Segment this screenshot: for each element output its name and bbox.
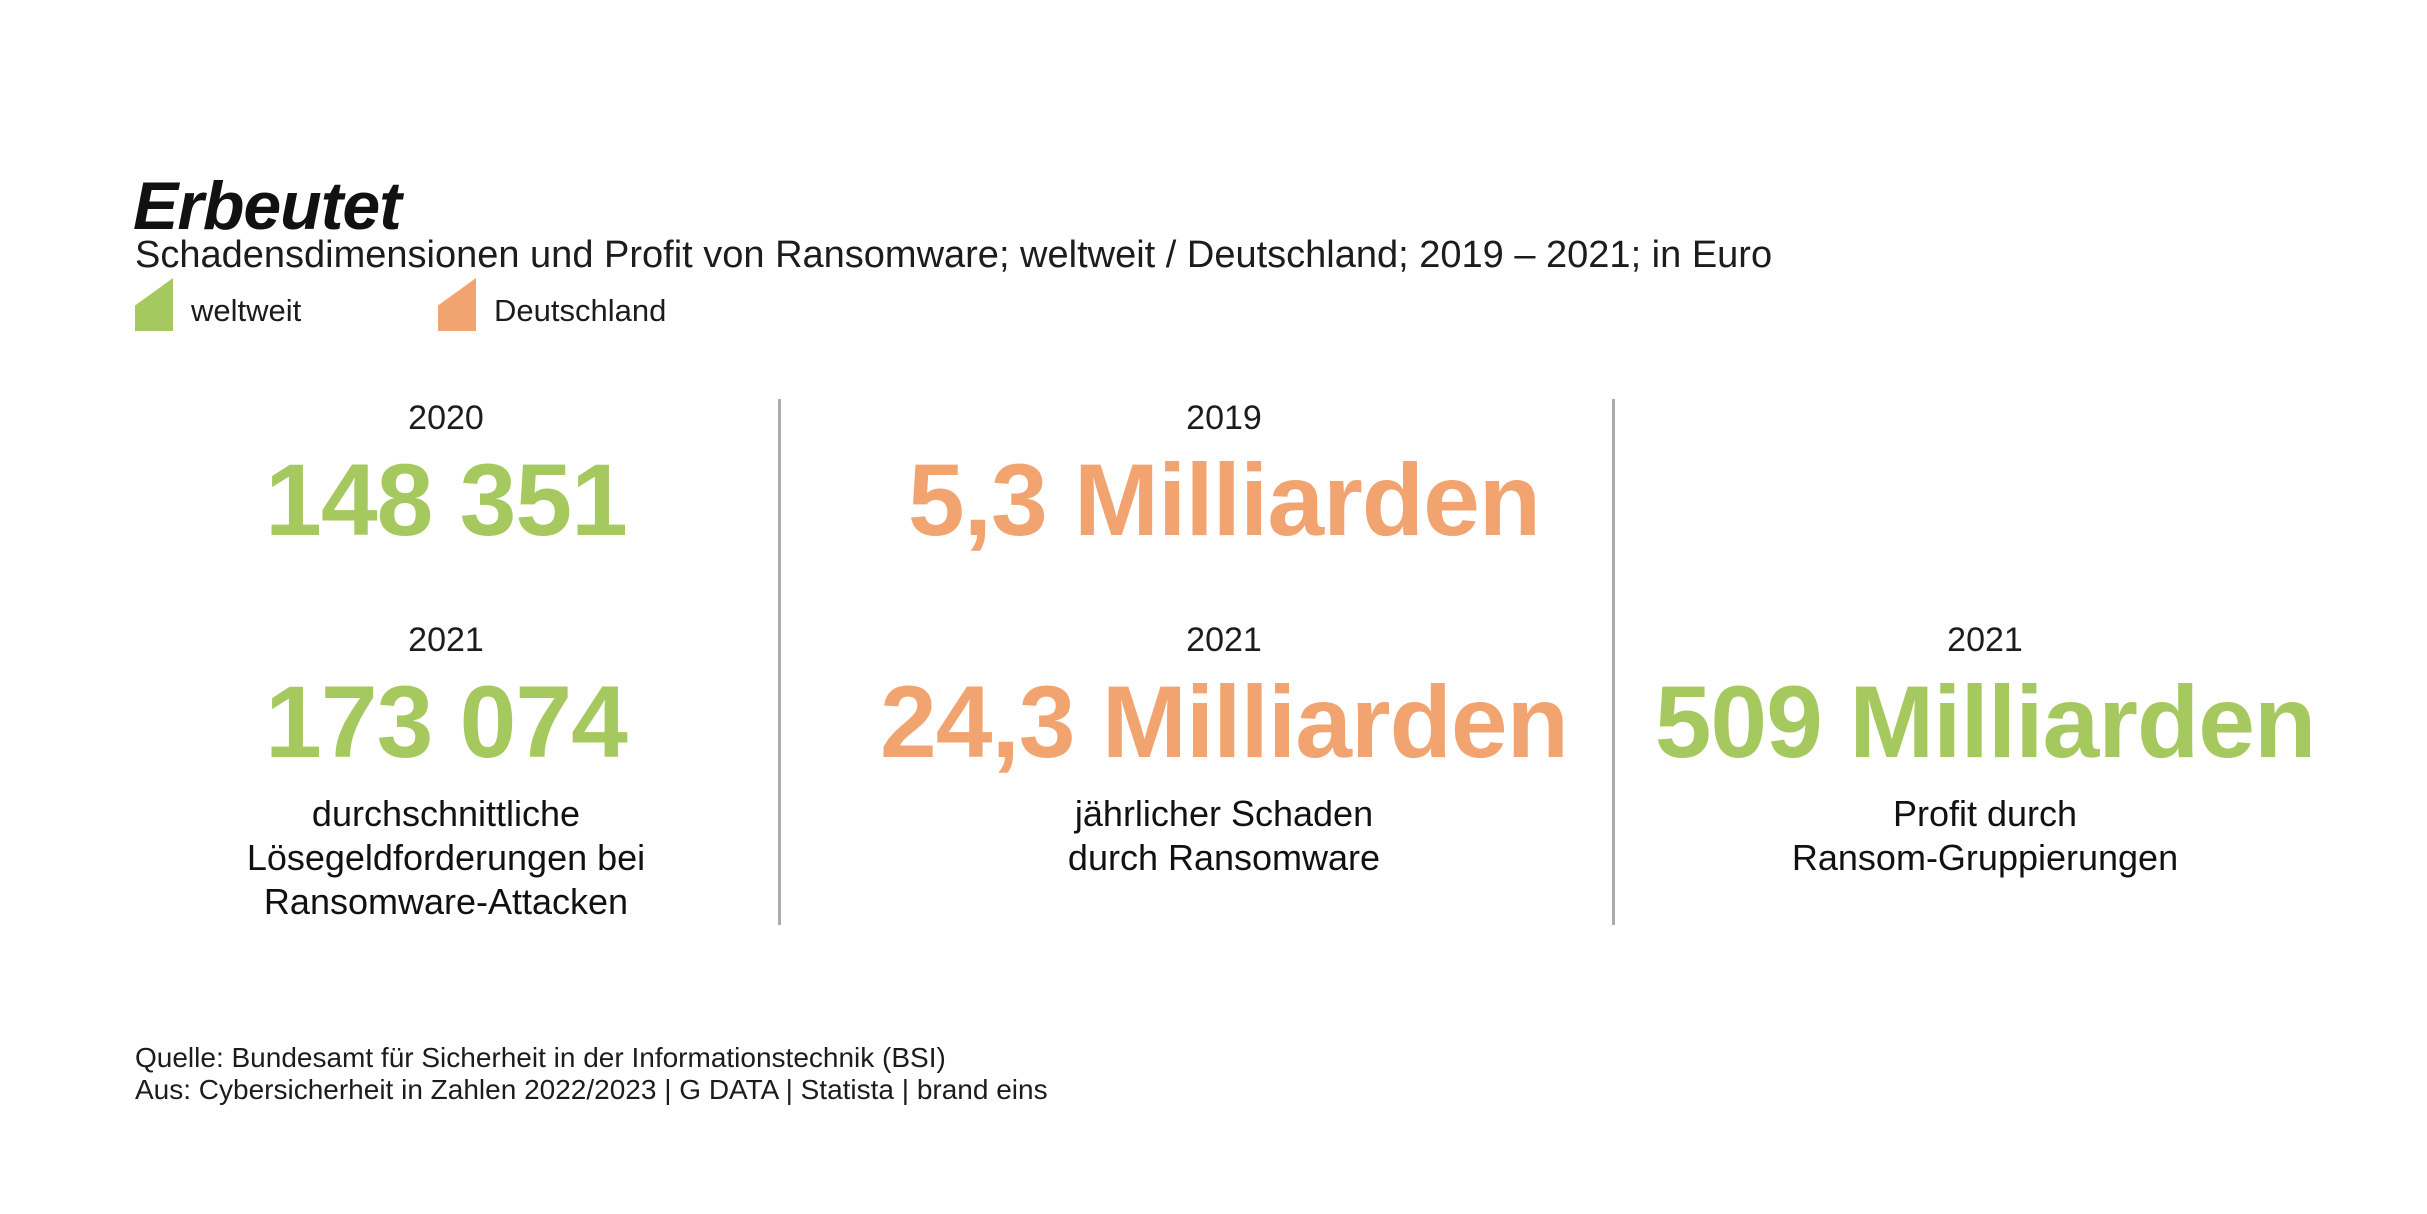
legend-item-deutschland: Deutschland <box>438 277 666 331</box>
column-divider-1 <box>778 399 781 925</box>
caption-yearly-damage: jährlicher Schaden durch Ransomware <box>844 792 1604 880</box>
stat-year-label: 2021 <box>1186 621 1262 659</box>
stat-year-label: 2019 <box>1186 399 1262 437</box>
caption-line: Ransomware-Attacken <box>263 881 629 922</box>
caption-line: Ransom-Gruppierungen <box>1791 837 2179 878</box>
deutschland-swatch-icon <box>438 278 476 331</box>
caption-line: jährlicher Schaden <box>1074 793 1374 834</box>
column-divider-2 <box>1612 399 1615 925</box>
caption-ransom-demands: durchschnittliche Lösegeldforderungen be… <box>66 792 826 924</box>
stat-value: 24,3 Milliarden <box>880 665 1569 779</box>
source-line-1: Quelle: Bundesamt für Sicherheit in der … <box>135 1042 946 1073</box>
weltweit-swatch-icon <box>135 278 173 331</box>
legend-label-deutschland: Deutschland <box>494 293 667 328</box>
stat-profit-2021: 2021 509 Milliarden <box>1605 621 2365 779</box>
stat-damage-2021: 2021 24,3 Milliarden <box>844 621 1604 779</box>
caption-line: durch Ransomware <box>1067 837 1381 878</box>
chart-title: Erbeutet <box>133 167 402 244</box>
stat-value: 148 351 <box>265 443 628 557</box>
stat-ransom-demand-2020: 2020 148 351 <box>66 399 826 557</box>
stat-value: 173 074 <box>265 665 628 779</box>
stat-damage-2019: 2019 5,3 Milliarden <box>844 399 1604 557</box>
legend-item-weltweit: weltweit <box>135 277 301 331</box>
source-note: Quelle: Bundesamt für Sicherheit in der … <box>135 1042 1048 1106</box>
source-line-2: Aus: Cybersicherheit in Zahlen 2022/2023… <box>135 1074 1048 1105</box>
stat-ransom-demand-2021: 2021 173 074 <box>66 621 826 779</box>
stat-year-label: 2021 <box>1947 621 2023 659</box>
stat-year-label: 2020 <box>408 399 484 437</box>
caption-ransom-profit: Profit durch Ransom-Gruppierungen <box>1605 792 2365 880</box>
caption-line: Profit durch <box>1892 793 2078 834</box>
caption-line: Lösegeldforderungen bei <box>246 837 646 878</box>
stat-year-label: 2021 <box>408 621 484 659</box>
legend-label-weltweit: weltweit <box>191 293 302 328</box>
stat-value: 509 Milliarden <box>1654 665 2317 779</box>
caption-line: durchschnittliche <box>311 793 581 834</box>
stat-value: 5,3 Milliarden <box>907 443 1541 557</box>
chart-subtitle: Schadensdimensionen und Profit von Ranso… <box>135 234 1773 276</box>
